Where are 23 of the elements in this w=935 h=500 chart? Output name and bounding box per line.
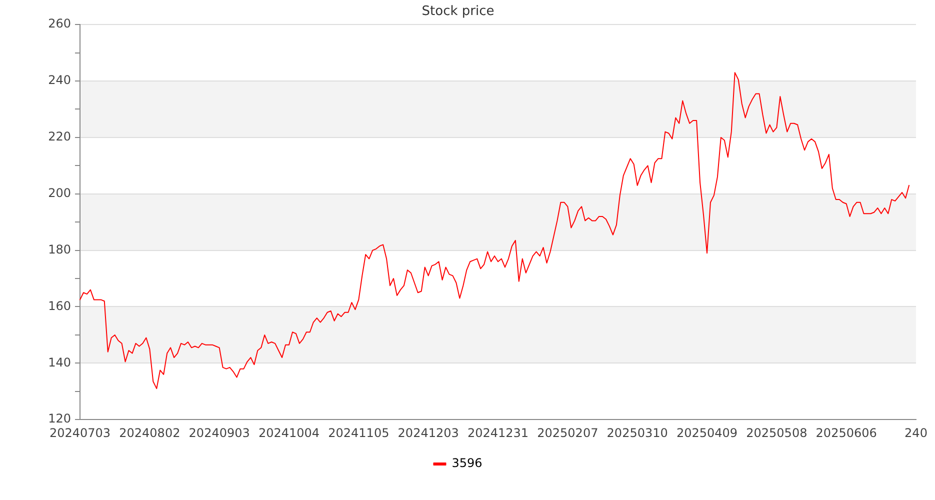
x-tick-label: 20250207 — [537, 426, 598, 440]
x-tick-label: 20241004 — [258, 426, 320, 440]
x-tick-label: 20240703 — [49, 426, 111, 440]
y-tick-label: 140 — [48, 355, 71, 370]
chart-title: Stock price — [422, 4, 494, 20]
x-tick-label: 240 — [904, 426, 928, 440]
x-tick-label: 20241203 — [398, 426, 459, 440]
y-tick-label: 160 — [48, 298, 71, 313]
legend-label: 3596 — [452, 456, 482, 470]
x-tick-label: 20250409 — [676, 426, 738, 440]
y-tick-label: 180 — [48, 242, 71, 256]
x-tick-label: 20250508 — [746, 426, 808, 440]
y-tick-label: 120 — [48, 412, 71, 426]
x-tick-label: 20240802 — [119, 426, 180, 440]
y-tick-label: 200 — [48, 186, 71, 200]
x-tick-label: 20241231 — [467, 426, 529, 440]
x-tick-label: 20250310 — [606, 426, 668, 440]
x-tick-label: 20250606 — [816, 426, 877, 440]
y-tick-label: 260 — [48, 16, 71, 31]
y-tick-label: 220 — [48, 130, 71, 144]
y-tick-label: 240 — [48, 73, 71, 88]
x-tick-label: 20241105 — [328, 426, 390, 440]
x-tick-label: 20240903 — [188, 426, 250, 440]
